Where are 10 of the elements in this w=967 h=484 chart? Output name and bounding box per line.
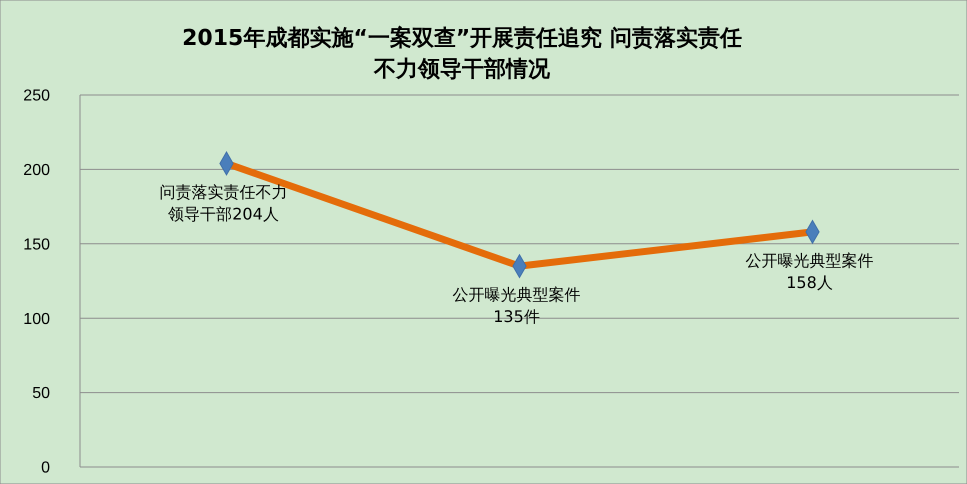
chart-title: 2015年成都实施“一案双查”开展责任追究 问责落实责任不力领导干部情况: [182, 25, 742, 82]
data-label: 公开曝光典型案件158人: [746, 250, 874, 292]
y-tick-label: 250: [23, 88, 50, 105]
y-tick-label: 100: [23, 310, 50, 328]
data-label: 问责落实责任不力领导干部204人: [160, 182, 288, 224]
y-tick-label: 0: [41, 460, 50, 477]
y-tick-label: 200: [23, 162, 50, 179]
data-label: 公开曝光典型案件135件: [452, 285, 580, 326]
y-tick-label: 50: [32, 385, 50, 402]
y-tick-label: 150: [23, 236, 50, 254]
